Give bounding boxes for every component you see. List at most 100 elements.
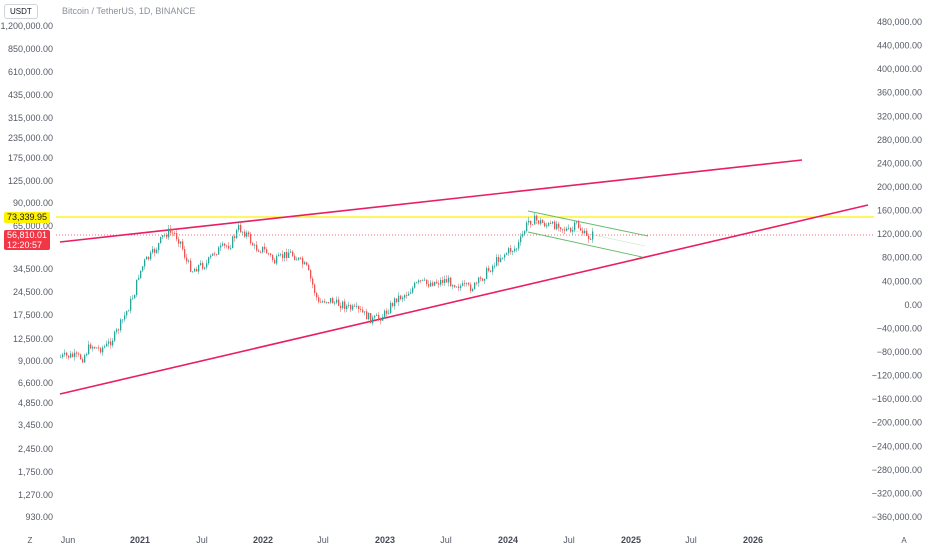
candle-body <box>482 278 484 281</box>
candle-body <box>530 220 532 225</box>
candle-body <box>132 298 134 300</box>
candle-body <box>220 245 222 248</box>
candle-body <box>130 298 132 311</box>
candle-body <box>404 295 406 298</box>
time-axis-label: Jul <box>196 535 208 545</box>
candle-body <box>372 317 374 324</box>
candle-body <box>452 285 454 287</box>
candle-body <box>180 241 182 244</box>
candle-body <box>262 246 264 253</box>
candle-body <box>560 227 562 230</box>
candle-body <box>358 306 360 310</box>
candle-body <box>270 253 272 255</box>
left-axis-label: 175,000.00 <box>8 153 53 163</box>
candle-body <box>148 256 150 260</box>
right-price-axis[interactable]: 480,000.00 440,000.00 400,000.00 360,000.00… <box>872 17 922 522</box>
auto-scale-z-button[interactable]: Z <box>27 536 33 545</box>
right-axis-label: 0.00 <box>904 300 922 310</box>
horizontal-level-price-tag: 73,339.95 <box>4 212 51 223</box>
candle-body <box>558 223 560 228</box>
right-axis-label: 440,000.00 <box>877 41 922 51</box>
candle-body <box>308 264 310 271</box>
candle-body <box>352 305 354 310</box>
time-axis-label: Jul <box>440 535 452 545</box>
candle-body <box>354 305 356 307</box>
candle-body <box>480 277 482 279</box>
candle-body <box>286 252 288 258</box>
right-axis-label: 480,000.00 <box>877 17 922 27</box>
lower-trendline[interactable] <box>59 204 869 395</box>
candle-body <box>164 234 166 236</box>
candle-body <box>264 246 266 250</box>
candle-body <box>382 316 384 321</box>
candle-body <box>86 353 88 356</box>
candle-body <box>414 282 416 288</box>
bar-countdown: 12:20:57 <box>7 240 43 250</box>
upper-trendline[interactable] <box>59 159 803 243</box>
currency-button[interactable]: USDT <box>4 4 38 19</box>
candle-body <box>226 245 228 247</box>
candle-body <box>92 346 94 349</box>
candle-body <box>490 270 492 272</box>
candle-body <box>174 232 176 234</box>
left-axis-label: 24,500.00 <box>13 287 53 297</box>
candle-body <box>590 239 592 240</box>
auto-scale-a-button[interactable]: A <box>901 536 907 545</box>
candle-body <box>474 282 476 290</box>
candle-body <box>494 265 496 267</box>
candle-body <box>266 249 268 254</box>
right-axis-label: 240,000.00 <box>877 158 922 168</box>
candle-body <box>410 292 412 294</box>
candle-body <box>144 259 146 267</box>
time-axis-label: 2023 <box>375 535 395 545</box>
candle-body <box>196 268 198 272</box>
candle-body <box>216 254 218 255</box>
candle-body <box>102 347 104 353</box>
channel-upper-line[interactable] <box>527 210 649 237</box>
candle-body <box>214 253 216 255</box>
candle-body <box>172 232 174 234</box>
candle-body <box>488 268 490 271</box>
candle-body <box>472 289 474 291</box>
candle-body <box>318 297 320 302</box>
candle-body <box>376 315 378 316</box>
candle-body <box>246 232 248 237</box>
right-axis-label: 200,000.00 <box>877 182 922 192</box>
candle-body <box>202 263 204 269</box>
candle-body <box>524 231 526 235</box>
candle-body <box>528 220 530 223</box>
candle-body <box>290 251 292 253</box>
candle-body <box>296 259 298 261</box>
candle-body <box>120 319 122 331</box>
candle-body <box>74 352 76 357</box>
left-axis-label: 90,000.00 <box>13 198 53 208</box>
time-axis-label: 2025 <box>621 535 641 545</box>
candle-body <box>588 235 590 240</box>
candle-body <box>468 283 470 285</box>
left-price-axis[interactable]: 1,200,000.00 850,000.00 610,000.00 435,000.… <box>0 21 53 522</box>
candle-body <box>118 329 120 331</box>
candle-body <box>136 279 138 295</box>
candle-body <box>448 277 450 283</box>
candle-body <box>402 297 404 300</box>
left-axis-label: 12,500.00 <box>13 334 53 344</box>
candle-body <box>212 253 214 256</box>
candle-body <box>320 301 322 303</box>
candle-body <box>98 347 100 349</box>
right-axis-label: 320,000.00 <box>877 111 922 121</box>
candle-body <box>426 279 428 285</box>
right-axis-label: 160,000.00 <box>877 206 922 216</box>
candle-body <box>70 353 72 358</box>
time-axis[interactable]: Jun 2021 Jul 2022 Jul 2023 Jul 2024 Jul 2025 Jul 20… <box>61 535 763 545</box>
left-axis-label: 315,000.00 <box>8 113 53 123</box>
candle-body <box>378 315 380 319</box>
channel-lower-line[interactable] <box>527 231 643 258</box>
candles-layer[interactable] <box>60 212 594 364</box>
candle-body <box>412 287 414 293</box>
candle-body <box>298 257 300 260</box>
left-axis-label: 6,600.00 <box>18 378 53 388</box>
candle-body <box>462 283 464 286</box>
left-axis-label: 1,200,000.00 <box>0 21 53 31</box>
candle-body <box>160 236 162 244</box>
